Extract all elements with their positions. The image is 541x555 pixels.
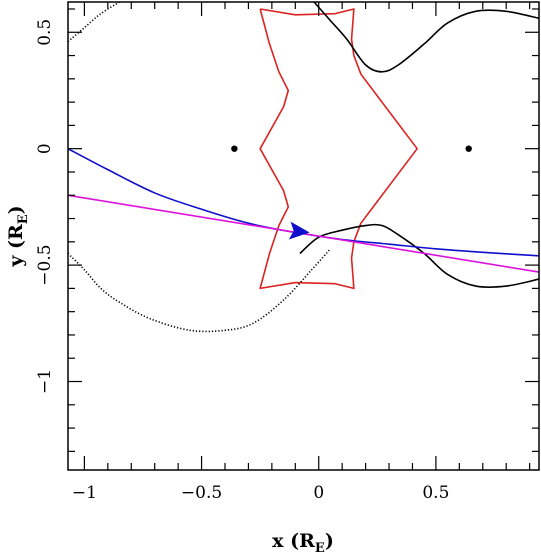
y-tick-label: 0.5 xyxy=(35,19,55,46)
y-axis-label-group: y (RE) xyxy=(5,205,31,267)
y-tick-label: −1 xyxy=(35,369,55,394)
plot-frame xyxy=(67,1,540,471)
x-tick-label: 0 xyxy=(313,483,324,503)
x-tick-label: −0.5 xyxy=(181,483,222,503)
series-caustic xyxy=(259,8,418,290)
series-critical-curve-lower xyxy=(299,223,539,289)
axis-ticks xyxy=(68,2,539,470)
y-tick-label: 0 xyxy=(35,143,55,154)
tick-labels: −1 −0.5 0 0.5 0.5 0 −0.5 −1 xyxy=(35,19,449,503)
series-critical-curve-dotted-lower xyxy=(68,248,332,333)
x-axis-label: x (RE) xyxy=(272,530,334,555)
x-tick-label: 0.5 xyxy=(422,483,449,503)
plot-lines xyxy=(68,2,539,333)
lens-point-2 xyxy=(465,145,472,152)
y-axis-label: y (RE) xyxy=(5,205,31,267)
x-tick-label: −1 xyxy=(72,483,97,503)
series-critical-curve-dotted-upper xyxy=(68,2,120,43)
trajectory-arrow xyxy=(288,221,310,240)
series-critical-curve-upper xyxy=(313,2,539,73)
series-trajectory-blue xyxy=(68,147,539,257)
lens-point-1 xyxy=(231,145,238,152)
y-tick-label: −0.5 xyxy=(35,244,55,285)
